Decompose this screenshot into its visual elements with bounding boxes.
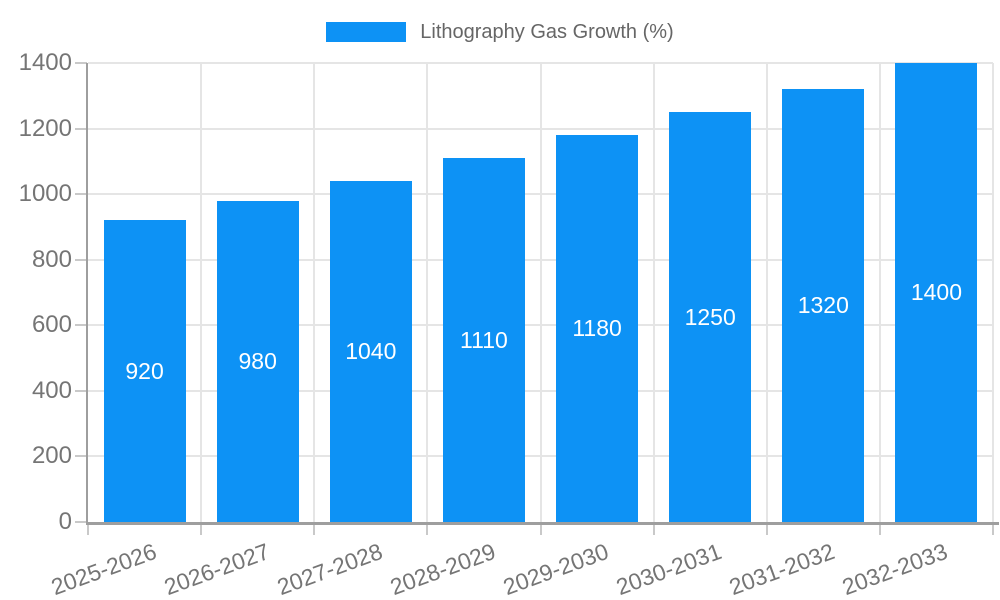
bar-value-label: 980 [238,347,277,374]
v-gridline [200,63,203,522]
legend-swatch [326,22,407,42]
v-gridline [878,63,881,522]
x-axis-tick [992,525,994,535]
bar-value-label: 1250 [684,303,736,330]
v-gridline [539,63,542,522]
y-axis-label: 0 [58,508,72,535]
v-gridline [992,63,994,522]
legend[interactable]: Lithography Gas Growth (%) [0,20,1000,44]
y-axis-tick [75,389,87,392]
y-axis-label: 1400 [18,49,72,76]
v-gridline [313,63,316,522]
x-axis-line [86,522,999,525]
bar-value-label: 1040 [345,338,397,364]
bar: 1250 [669,112,752,522]
y-axis-line [86,63,88,522]
bar-value-label: 1110 [460,326,508,353]
bar: 920 [103,220,186,522]
x-axis-tick [87,525,89,535]
y-axis-tick [75,127,87,130]
y-axis-tick [75,455,87,458]
x-axis-tick [539,525,542,535]
y-axis-label: 1200 [18,114,72,142]
y-axis-label: 200 [31,442,72,470]
bar-value-label: 1320 [797,292,849,319]
y-axis-tick [75,324,87,327]
bar: 980 [216,200,299,522]
bar: 1180 [556,135,639,522]
bar: 1320 [782,89,865,522]
bar-value-label: 1400 [910,279,963,305]
x-axis-tick [426,525,429,535]
y-axis-label: 1000 [18,180,72,208]
v-gridline [652,63,655,522]
x-axis-tick [652,525,655,535]
bar-value-label: 1180 [572,315,622,342]
x-axis-tick [765,525,768,535]
bar: 1040 [329,181,412,522]
bar: 1110 [442,158,525,522]
v-gridline [765,63,768,522]
bar: 1400 [895,63,978,522]
x-axis-tick [313,525,316,535]
y-axis-tick [75,193,87,196]
legend-label: Lithography Gas Growth (%) [420,21,674,43]
y-axis-label: 400 [31,376,72,404]
y-axis-label: 800 [31,245,72,273]
y-axis-tick [75,258,87,261]
y-axis-label: 600 [31,311,72,339]
y-axis-tick [75,521,87,523]
x-axis-tick [878,525,881,535]
v-gridline [426,63,429,522]
y-axis-tick [75,62,87,64]
bar-value-label: 920 [125,357,164,384]
x-axis-tick [200,525,203,535]
